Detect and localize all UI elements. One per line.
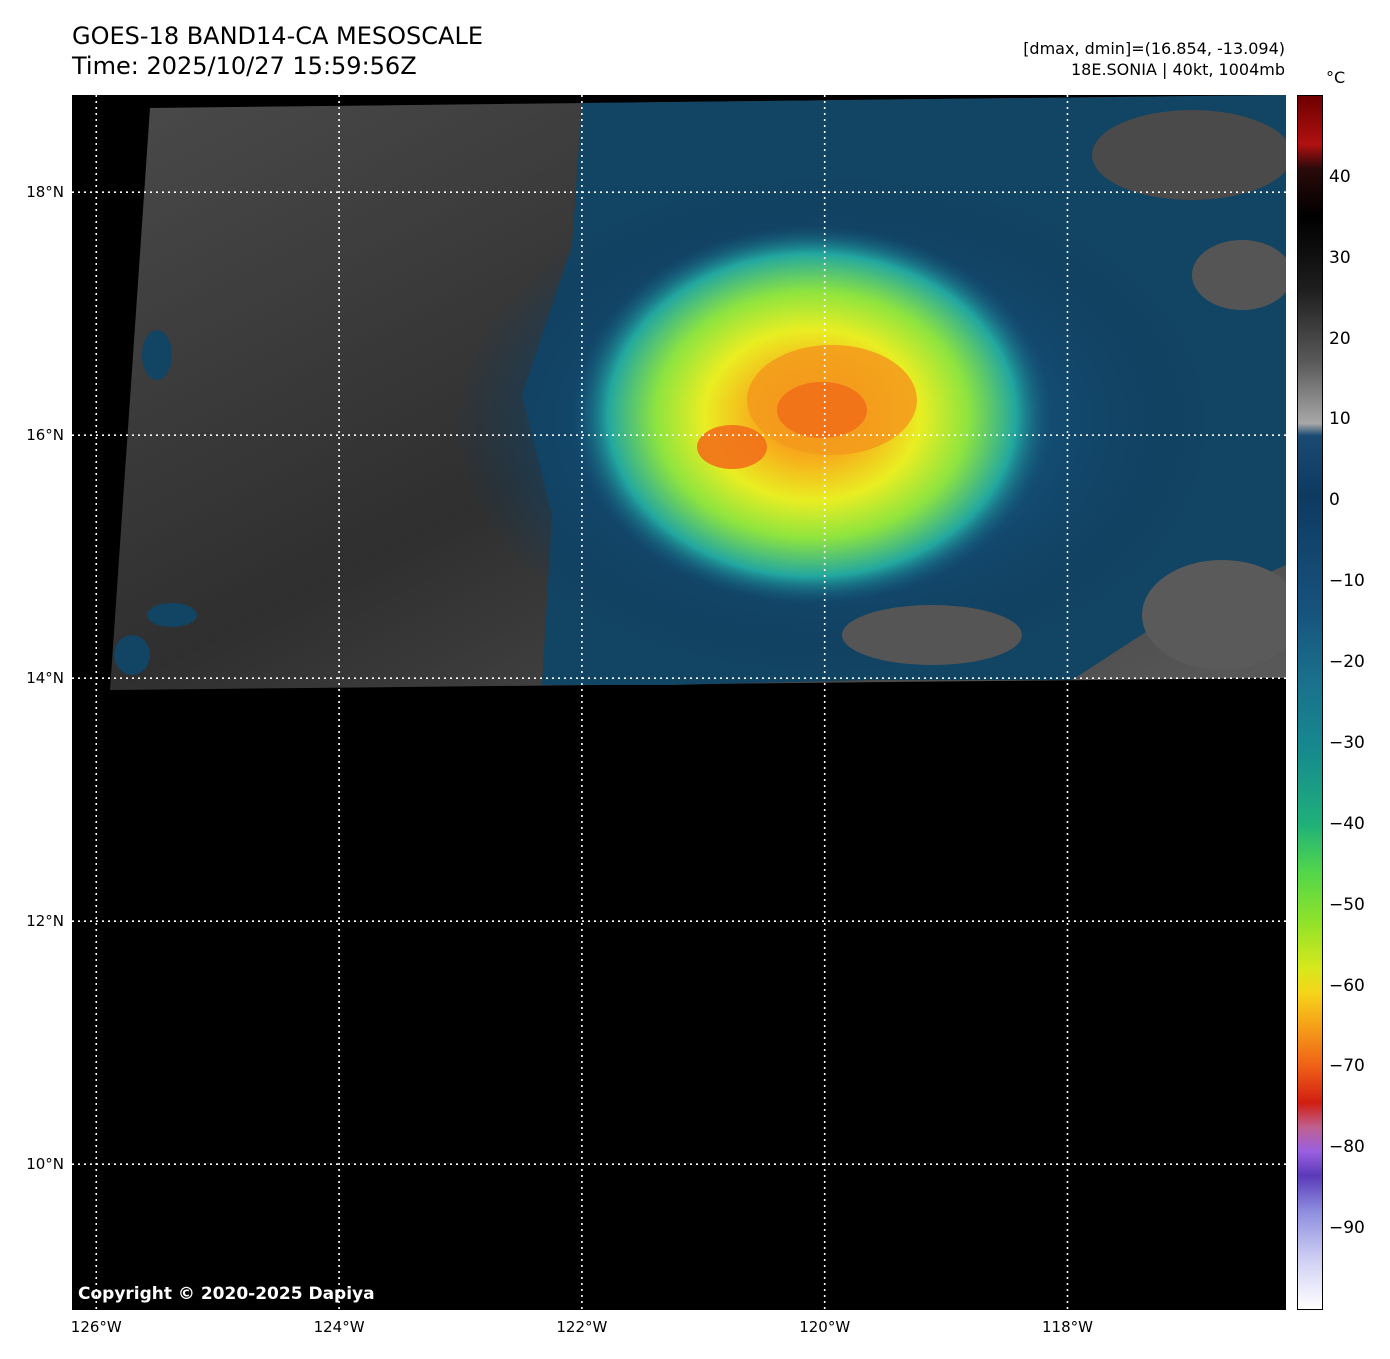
colorbar-tick-label: 30 [1329,247,1351,268]
clear-patch [1192,240,1286,310]
colorbar-tick-label: 40 [1329,166,1351,187]
longitude-tick-label: 124°W [313,1318,365,1336]
colorbar-tick-label: −50 [1329,894,1365,915]
data-range-label: [dmax, dmin]=(16.854, -13.094) [1023,39,1285,58]
blue-fleck [147,603,197,627]
copyright-text: Copyright © 2020-2025 Dapiya [78,1284,375,1304]
colorbar-tick-label: −30 [1329,732,1365,753]
satellite-map: Copyright © 2020-2025 Dapiya [72,95,1286,1310]
colorbar-tick-label: −10 [1329,571,1365,592]
cold-core [697,425,767,469]
clear-patch [1142,560,1286,670]
colorbar-tick-label: 20 [1329,328,1351,349]
colorbar-tick-label: −20 [1329,652,1365,673]
latitude-tick-label: 18°N [26,183,64,202]
latitude-tick-label: 10°N [26,1155,64,1174]
clear-patch [1092,110,1286,200]
colorbar [1297,95,1323,1310]
latitude-tick-label: 16°N [26,426,64,445]
colorbar-unit: °C [1326,68,1346,87]
storm-info-label: 18E.SONIA | 40kt, 1004mb [1070,60,1285,79]
clear-patch [842,605,1022,665]
latitude-tick-label: 12°N [26,912,64,931]
colorbar-tick-label: 0 [1329,490,1340,511]
chart-title: GOES-18 BAND14-CA MESOSCALE [72,22,483,50]
cold-core [777,382,867,438]
longitude-tick-label: 118°W [1041,1318,1093,1336]
colorbar-tick-label: −90 [1329,1218,1365,1239]
chart-time: Time: 2025/10/27 15:59:56Z [72,52,417,80]
latitude-tick-label: 14°N [26,669,64,688]
colorbar-tick-label: −40 [1329,813,1365,834]
satellite-imagery [72,95,1286,1310]
blue-fleck [114,635,150,675]
longitude-tick-label: 120°W [799,1318,851,1336]
longitude-tick-label: 122°W [556,1318,608,1336]
grid-lines [72,95,1286,1310]
longitude-tick-label: 126°W [70,1318,122,1336]
blue-fleck [142,330,172,380]
colorbar-tick-label: 10 [1329,409,1351,430]
colorbar-tick-label: −70 [1329,1056,1365,1077]
colorbar-tick-label: −80 [1329,1137,1365,1158]
colorbar-tick-label: −60 [1329,975,1365,996]
